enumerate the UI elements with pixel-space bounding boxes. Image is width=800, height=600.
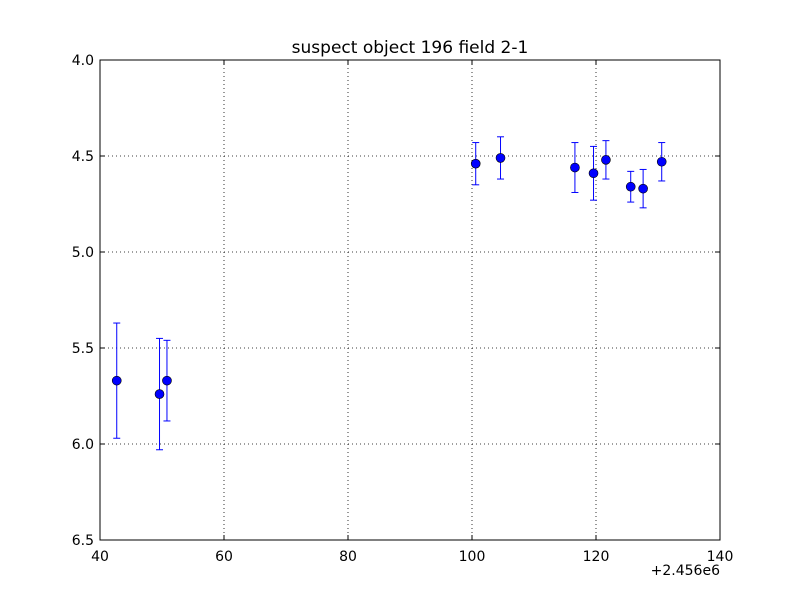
data-point	[601, 155, 611, 165]
y-tick-label: 4.0	[72, 53, 94, 69]
data-point	[638, 183, 648, 194]
x-tick-label: 120	[583, 549, 610, 565]
y-tick-label: 4.5	[72, 149, 94, 165]
data-point	[111, 375, 122, 386]
chart-title: suspect object 196 field 2-1	[292, 38, 529, 58]
plot-frame	[99, 59, 721, 541]
data-point	[625, 181, 636, 192]
data-point	[588, 168, 599, 179]
y-tick-label: 6.5	[72, 533, 94, 549]
data-point	[470, 158, 481, 169]
data-point	[162, 375, 172, 386]
x-tick-label: 40	[91, 549, 109, 565]
data-point	[570, 162, 580, 173]
data-point	[656, 156, 667, 167]
x-offset-label: +2.456e6	[651, 563, 720, 579]
x-tick-label: 60	[215, 549, 233, 565]
x-tick-label: 80	[339, 549, 357, 565]
data-point	[495, 153, 506, 163]
x-tick-label: 140	[707, 549, 734, 565]
data-point	[154, 389, 165, 399]
y-tick-label: 5.5	[72, 341, 94, 357]
y-tick-label: 5.0	[72, 245, 94, 261]
tick-labels: 40 60 80 100 120 140 4.0 4.5 5.0 5.5 6.0 6.5	[72, 53, 734, 565]
grid-lines	[100, 60, 720, 540]
data-points	[111, 153, 667, 399]
y-tick-label: 6.0	[72, 437, 94, 453]
x-tick-label: 100	[459, 549, 486, 565]
